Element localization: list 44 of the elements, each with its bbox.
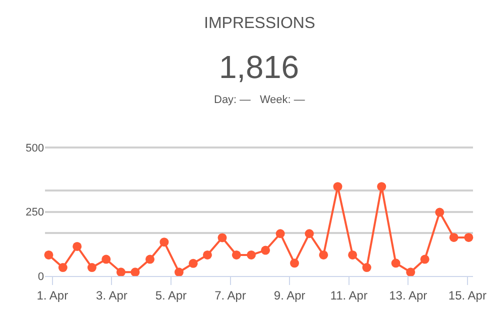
point: [174, 268, 184, 277]
point: [218, 233, 227, 242]
point: [130, 268, 140, 277]
point: [72, 242, 82, 251]
point: [44, 250, 54, 260]
point: [348, 250, 358, 260]
point: [290, 258, 300, 268]
point: [145, 254, 154, 264]
point: [116, 268, 126, 277]
point: [319, 250, 328, 260]
point: [188, 258, 198, 268]
point: [391, 258, 400, 268]
point: [102, 254, 111, 264]
point: [333, 182, 342, 192]
x-tick-label: 9. Apr: [274, 288, 306, 302]
chart-title: IMPRESSIONS: [204, 15, 316, 32]
point: [202, 250, 212, 260]
x-tick-label: 13. Apr: [389, 288, 428, 302]
x-tick-label: 5. Apr: [155, 288, 187, 302]
x-tick-label: 1. Apr: [36, 288, 68, 302]
y-tick-label: 500: [26, 142, 44, 154]
point: [232, 250, 241, 260]
point: [406, 268, 416, 277]
point: [246, 250, 256, 260]
point: [377, 182, 386, 192]
point: [435, 208, 444, 217]
point: [260, 246, 270, 255]
point: [304, 229, 314, 238]
x-tick-label: 11. Apr: [330, 288, 368, 302]
point: [464, 232, 474, 242]
point: [87, 263, 96, 272]
point: [420, 254, 430, 264]
x-tick-label: 15. Apr: [448, 288, 486, 302]
point: [276, 229, 285, 238]
text: Day: — Week: —: [214, 94, 305, 106]
x-tick-label: 7. Apr: [214, 288, 246, 302]
point: [160, 238, 169, 247]
y-tick-label: 250: [26, 206, 44, 219]
point: [449, 232, 458, 242]
chart-subtitle: 1,816: [219, 49, 300, 85]
point: [58, 263, 68, 272]
x-tick-label: 3. Apr: [96, 288, 128, 302]
y-tick-label: 0: [38, 270, 44, 283]
point: [362, 263, 372, 272]
